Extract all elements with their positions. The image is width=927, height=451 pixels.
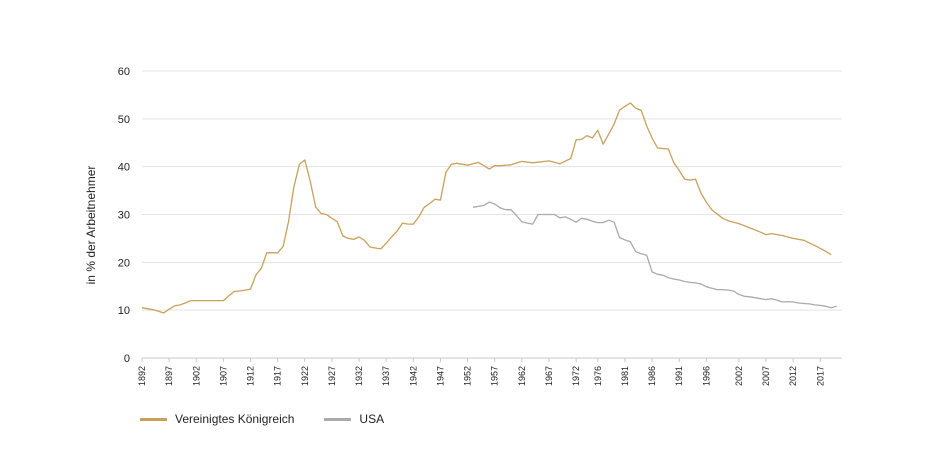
legend-swatch-usa bbox=[324, 417, 352, 421]
x-tick-label: 1957 bbox=[490, 366, 500, 386]
x-tick-label: 1991 bbox=[674, 366, 684, 386]
x-tick-label: 1912 bbox=[246, 366, 256, 386]
x-tick-label: 1902 bbox=[191, 366, 201, 386]
legend-swatch-uk bbox=[140, 417, 167, 421]
x-tick-label: 1927 bbox=[327, 366, 337, 386]
y-tick-label: 10 bbox=[118, 305, 130, 317]
y-tick-label: 50 bbox=[118, 114, 130, 126]
x-tick-label: 2007 bbox=[761, 366, 771, 386]
y-tick-label: 20 bbox=[118, 257, 130, 269]
x-tick-label: 1922 bbox=[300, 366, 310, 386]
x-tick-label: 1962 bbox=[517, 366, 527, 386]
legend-item-usa: USA bbox=[324, 412, 384, 426]
gridlines bbox=[142, 70, 842, 311]
x-tick-label: 1996 bbox=[701, 366, 711, 386]
legend-label-usa: USA bbox=[359, 412, 385, 426]
x-tick-label: 1937 bbox=[381, 366, 391, 386]
y-tick-label: 60 bbox=[118, 66, 130, 78]
legend: Vereinigtes Königreich USA bbox=[140, 412, 384, 426]
x-tick-label: 2012 bbox=[788, 366, 798, 386]
x-tick-label: 1981 bbox=[620, 366, 630, 386]
x-tick-label: 1897 bbox=[164, 366, 174, 386]
x-tick-label: 1976 bbox=[593, 366, 603, 386]
series-line-uk bbox=[141, 102, 832, 314]
x-tick-label: 1917 bbox=[273, 366, 283, 386]
series-line-usa bbox=[472, 201, 837, 309]
series-lines bbox=[141, 102, 837, 314]
x-tick-label: 1972 bbox=[571, 366, 581, 386]
x-tick-label: 1947 bbox=[435, 366, 445, 386]
x-tick-label: 1932 bbox=[354, 366, 364, 386]
y-tick-labels: 0 10 20 30 40 50 60 bbox=[118, 66, 130, 365]
x-tick-label: 1986 bbox=[647, 366, 657, 386]
x-tick-label: 1967 bbox=[544, 366, 554, 386]
y-tick-label: 0 bbox=[124, 353, 130, 365]
x-tick-label: 1952 bbox=[463, 366, 473, 386]
y-tick-label: 30 bbox=[118, 210, 130, 222]
legend-label-uk: Vereinigtes Königreich bbox=[175, 412, 295, 426]
x-tick-label: 2017 bbox=[815, 366, 825, 386]
y-tick-label: 40 bbox=[118, 162, 130, 174]
y-axis-label: in % der Arbeitnehmer bbox=[84, 166, 98, 285]
x-tick-label: 2002 bbox=[734, 366, 744, 386]
x-axis bbox=[141, 357, 842, 362]
x-tick-label: 1892 bbox=[137, 366, 147, 386]
x-tick-labels: 1892 1897 1902 1907 1912 1917 1922 1927 1932 1937… bbox=[137, 366, 825, 386]
x-tick-label: 1907 bbox=[218, 366, 228, 386]
legend-item-uk: Vereinigtes Königreich bbox=[140, 412, 294, 426]
x-tick-label: 1942 bbox=[408, 366, 418, 386]
